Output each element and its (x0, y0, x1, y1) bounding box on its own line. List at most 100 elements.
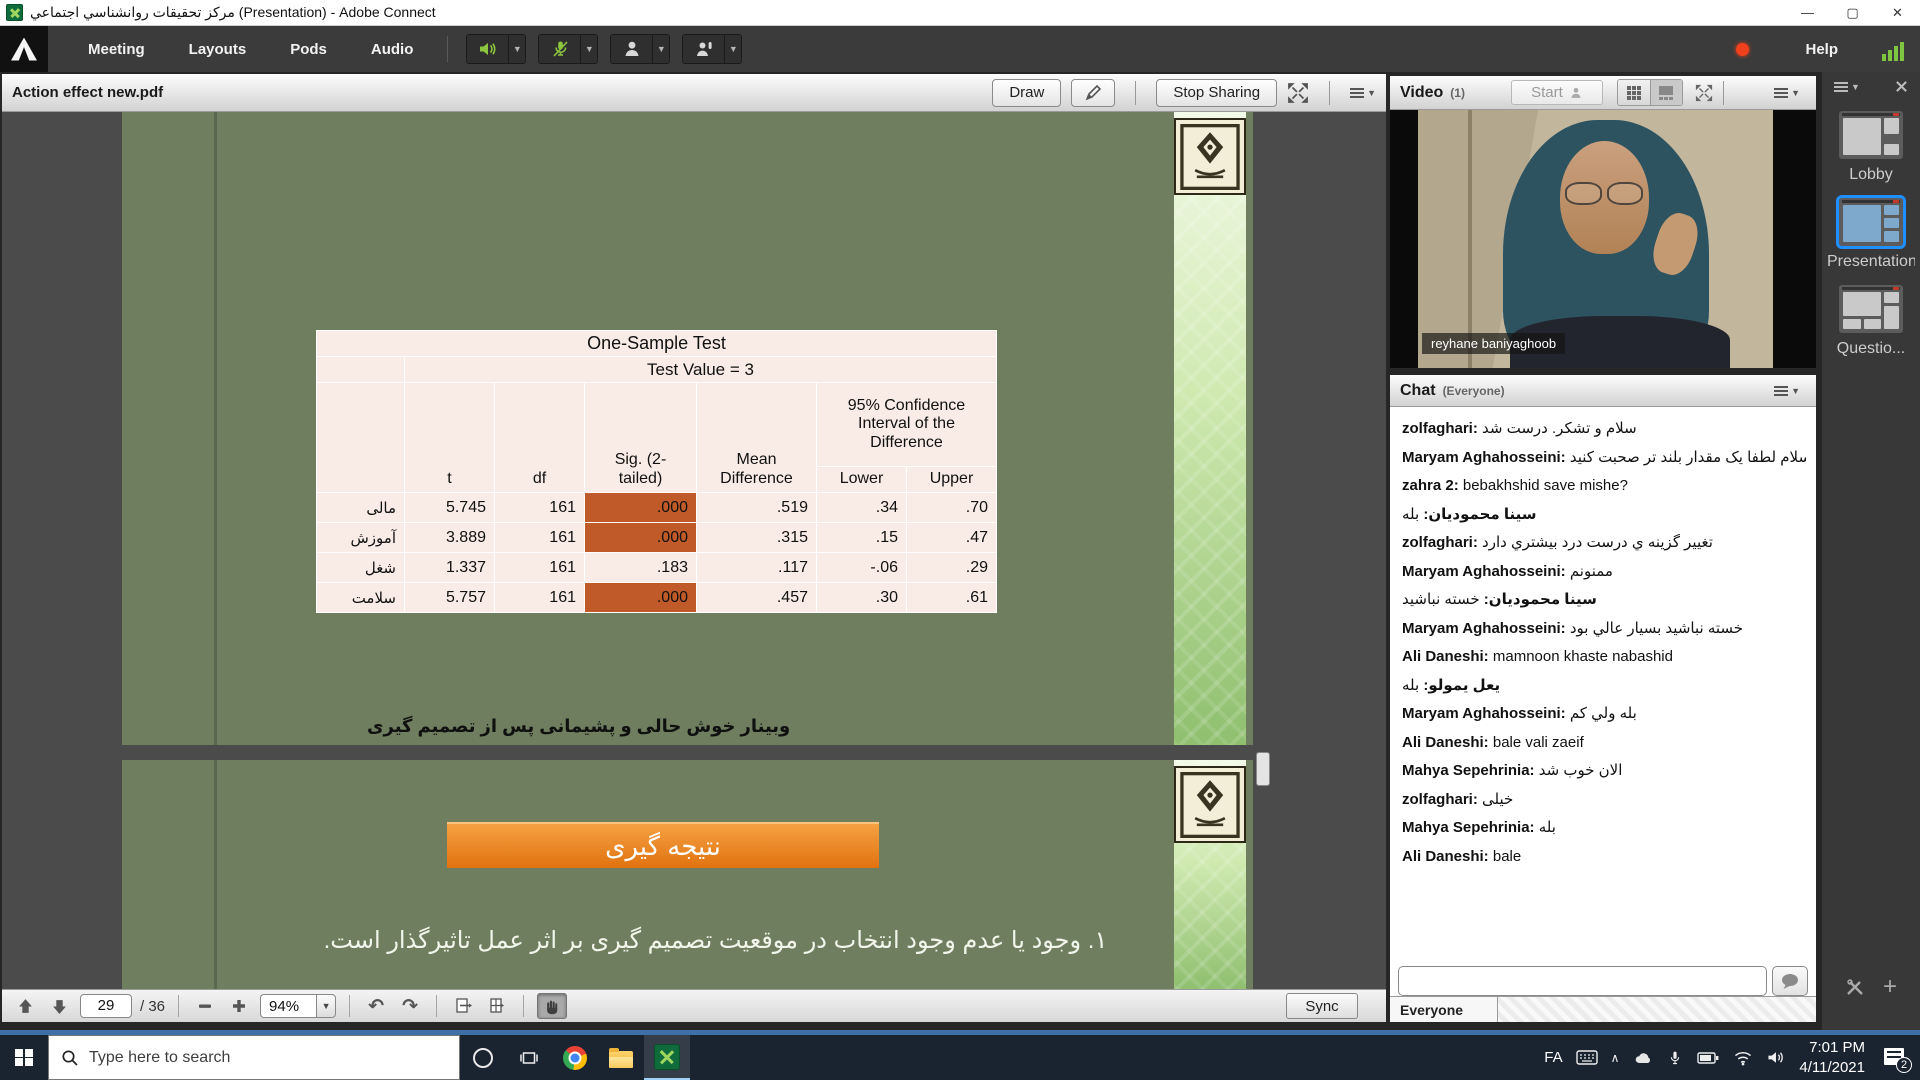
cell-df: 161 (494, 522, 585, 553)
previous-page-button[interactable] (12, 994, 38, 1018)
draw-button[interactable]: Draw (992, 78, 1062, 107)
notification-center-button[interactable]: 2 (1882, 1046, 1912, 1073)
video-pod-menu-icon[interactable]: ▼ (1774, 87, 1800, 98)
chat-pod-menu-icon[interactable]: ▼ (1774, 385, 1800, 396)
video-pod-title: Video (1400, 83, 1444, 101)
fit-width-button[interactable] (450, 994, 476, 1018)
tab-everyone[interactable]: Everyone (1390, 997, 1498, 1022)
layout-item-lobby[interactable]: Lobby (1830, 111, 1912, 184)
chevron-down-icon[interactable]: ▼ (316, 994, 337, 1018)
fullscreen-icon[interactable] (1287, 82, 1309, 104)
chat-message: zahra 2: bebakhshid save mishe? (1402, 477, 1628, 494)
speech-bubble-icon (1782, 974, 1798, 989)
rotate-left-button[interactable]: ↶ (368, 995, 384, 1017)
cortana-button[interactable] (460, 1035, 506, 1080)
clock[interactable]: 7:01 PM 4/11/2021 (1799, 1038, 1865, 1077)
connection-strength-icon[interactable] (1882, 37, 1906, 61)
scrollbar-thumb[interactable] (1256, 752, 1270, 786)
layout-item-presentation[interactable]: Presentation (1827, 195, 1915, 271)
wifi-icon[interactable] (1733, 1049, 1753, 1066)
add-layout-icon[interactable]: + (1882, 973, 1897, 1000)
send-message-button[interactable] (1772, 966, 1808, 996)
language-indicator[interactable]: FA (1544, 1049, 1563, 1066)
volume-icon[interactable] (1766, 1049, 1786, 1066)
pointer-tool-button[interactable] (1071, 78, 1116, 107)
zoom-level-select[interactable]: 94% ▼ (260, 994, 337, 1018)
video-fullscreen-icon[interactable] (1695, 84, 1713, 102)
speaker-button[interactable] (466, 34, 509, 64)
menu-audio[interactable]: Audio (370, 40, 414, 58)
layout-item-questio[interactable]: Questio... (1830, 285, 1912, 358)
tray-expand-icon[interactable]: ∧ (1610, 1050, 1620, 1065)
webcam-button[interactable] (610, 34, 653, 64)
layout-sidebar: ▼ Lobby Presentation Questio... + (1822, 72, 1920, 1035)
status-dropdown[interactable]: ▼ (724, 34, 743, 64)
layout-thumbnail[interactable] (1839, 111, 1903, 159)
file-explorer-button[interactable] (598, 1035, 644, 1080)
divider (178, 995, 180, 1017)
zoom-in-button[interactable] (226, 994, 252, 1018)
rotate-right-button[interactable]: ↷ (402, 995, 418, 1017)
window-border (0, 1030, 1920, 1035)
minimize-button[interactable]: — (1801, 5, 1814, 20)
stop-sharing-button[interactable]: Stop Sharing (1156, 78, 1278, 107)
close-panel-icon[interactable] (1895, 80, 1908, 93)
chat-message-input[interactable] (1398, 966, 1767, 996)
chat-message: Maryam Aghahosseini: سلام لطفا یک مقدار … (1402, 448, 1806, 466)
fit-page-button[interactable] (484, 994, 510, 1018)
presentation-canvas[interactable]: One-Sample Test Test Value = 3 t df Sig.… (2, 112, 1386, 989)
speaker-dropdown[interactable]: ▼ (508, 34, 527, 64)
pod-menu-icon[interactable]: ▼ (1350, 87, 1376, 98)
layout-thumbnail[interactable] (1836, 195, 1906, 249)
onedrive-icon[interactable] (1632, 1049, 1654, 1067)
row-label: سلامت (316, 582, 405, 613)
layout-thumbnail[interactable] (1839, 285, 1903, 333)
help-menu[interactable]: Help (1805, 40, 1838, 58)
chat-pod-header: Chat (Everyone) ▼ (1390, 375, 1816, 407)
cell-upper: .61 (906, 582, 997, 613)
layout-label: Lobby (1849, 166, 1893, 183)
grid-view-button[interactable] (1617, 80, 1650, 105)
cell-t: 3.889 (404, 522, 495, 553)
maximize-button[interactable]: ▢ (1846, 4, 1859, 20)
adobe-connect-taskbar-button[interactable] (644, 1035, 690, 1080)
table-subtitle: Test Value = 3 (404, 356, 997, 383)
webcam-dropdown[interactable]: ▼ (652, 34, 671, 64)
close-button[interactable]: ✕ (1892, 4, 1903, 20)
menu-meeting[interactable]: Meeting (88, 40, 145, 58)
pan-tool-button[interactable] (537, 993, 568, 1019)
manage-layouts-icon[interactable] (1845, 977, 1865, 997)
table-row: مالی 5.745 161.000.519.34.70 (316, 492, 997, 523)
microphone-tray-icon[interactable] (1667, 1049, 1683, 1067)
cell-df: 161 (494, 552, 585, 583)
zoom-out-button[interactable] (192, 994, 218, 1018)
filmstrip-view-button[interactable] (1649, 80, 1682, 105)
windows-taskbar: FA ∧ 7:01 PM 4/11/2021 2 (0, 1035, 1920, 1080)
chrome-button[interactable] (552, 1035, 598, 1080)
battery-icon[interactable] (1696, 1050, 1720, 1066)
recording-indicator-icon (1736, 42, 1750, 56)
chat-pod: Chat (Everyone) ▼ zolfaghari: سلام و تشك… (1390, 375, 1816, 1022)
task-view-button[interactable] (506, 1035, 552, 1080)
sync-button[interactable]: Sync (1286, 993, 1358, 1019)
cell-mean-difference: .457 (696, 582, 817, 613)
start-button[interactable] (0, 1035, 48, 1080)
microphone-button[interactable] (538, 34, 581, 64)
cell-mean-difference: .519 (696, 492, 817, 523)
slide-30: نتیجه گیری ۱. وجود یا عدم وجود انتخاب در… (122, 760, 1253, 989)
chat-message-list[interactable]: zolfaghari: سلام و تشكر. درست شد Maryam A… (1390, 407, 1816, 962)
taskbar-search[interactable] (48, 1035, 460, 1080)
search-input[interactable] (89, 1048, 447, 1067)
start-webcam-button[interactable]: Start (1510, 80, 1603, 105)
layout-menu-icon[interactable]: ▼ (1834, 81, 1860, 92)
menu-pods[interactable]: Pods (290, 40, 327, 58)
menu-layouts[interactable]: Layouts (188, 40, 247, 58)
webcam-control: ▼ (610, 34, 671, 64)
raise-hand-button[interactable] (682, 34, 725, 64)
keyboard-icon[interactable] (1575, 1050, 1598, 1065)
clock-time: 7:01 PM (1809, 1039, 1865, 1056)
presenter-name-label: reyhane baniyaghoob (1422, 333, 1566, 354)
page-number-input[interactable]: 29 (80, 994, 132, 1018)
next-page-button[interactable] (46, 994, 72, 1018)
microphone-dropdown[interactable]: ▼ (580, 34, 599, 64)
